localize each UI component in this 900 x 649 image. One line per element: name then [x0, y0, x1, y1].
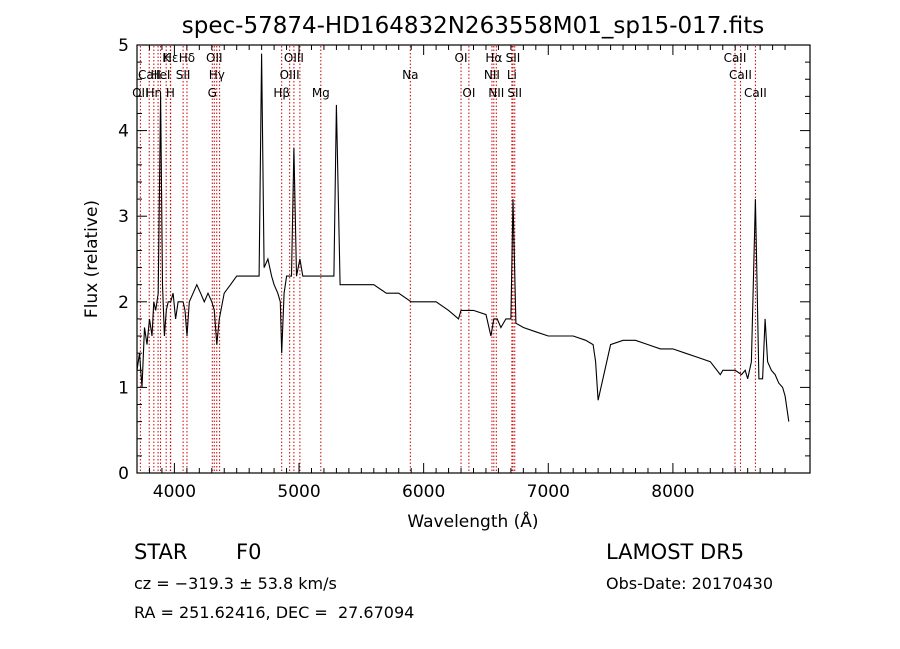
- chart-title: spec-57874-HD164832N263558M01_sp15-017.f…: [182, 13, 764, 39]
- annotation-row2-3: Hγ: [209, 68, 225, 82]
- annotation-row2-7: Li: [507, 68, 517, 82]
- y-tick-label: 2: [118, 293, 129, 313]
- x-tick-label: 7000: [527, 482, 570, 502]
- y-tick-label: 0: [118, 464, 129, 484]
- annotation-row1-7: SII: [506, 51, 521, 65]
- x-axis-ticks: 4000 5000 6000 7000 8000: [148, 45, 786, 502]
- annotation-row1-6: Hα: [485, 51, 502, 65]
- annotation-row3-0: OII: [132, 86, 149, 100]
- x-axis-label: Wavelength (Å): [407, 510, 538, 532]
- annotation-row3-2: H: [166, 86, 175, 100]
- annotation-row2-6: NII: [484, 68, 500, 82]
- y-axis-label: Flux (relative): [82, 200, 102, 318]
- observation-date: Obs-Date: 20170430: [606, 574, 774, 593]
- annotation-row2-4: OIII: [280, 68, 300, 82]
- annotation-row3-5: Mg: [312, 86, 330, 100]
- annotation-row3-7: NII: [488, 86, 504, 100]
- annotation-row2-2: SII: [176, 68, 191, 82]
- annotation-row1-8: CaII: [724, 51, 747, 65]
- x-tick-label: 5000: [277, 482, 320, 502]
- plot-frame: [136, 44, 811, 474]
- velocity-readout: cz = −319.3 ± 53.8 km/s: [134, 574, 337, 593]
- annotation-row1-2: Hδ: [179, 51, 195, 65]
- annotation-row3-9: CaII: [744, 86, 767, 100]
- annotation-row2-8: CaII: [729, 68, 752, 82]
- annotation-row3-6: OI: [462, 86, 475, 100]
- object-class: STAR: [134, 540, 188, 564]
- annotation-row1-5: OI: [455, 51, 468, 65]
- annotation-row3-1: Hη: [146, 86, 163, 100]
- annotation-row1-1: K: [162, 51, 171, 65]
- annotation-row1-4: OIII: [284, 51, 304, 65]
- annotation-row3-8: SII: [507, 86, 522, 100]
- y-axis-ticks: 0 1 2 3 4 5: [118, 36, 810, 484]
- survey-name: LAMOST DR5: [606, 540, 745, 564]
- annotation-row1-3: OII: [206, 51, 223, 65]
- annotation-row2-1: HeI: [150, 68, 170, 82]
- annotation-row2-5: Na: [402, 68, 418, 82]
- annotation-row3-4: Hβ: [273, 86, 290, 100]
- x-tick-label: 4000: [153, 482, 196, 502]
- y-tick-label: 4: [118, 122, 129, 142]
- x-tick-label: 8000: [651, 482, 694, 502]
- y-tick-label: 1: [118, 378, 129, 398]
- x-tick-label: 6000: [402, 482, 445, 502]
- spectrum-line: [136, 53, 790, 422]
- coordinates-readout: RA = 251.62416, DEC = 27.67094: [134, 603, 415, 622]
- emission-line-markers: [139, 46, 756, 472]
- annotation-row3-3: G: [208, 86, 217, 100]
- annotation-row2-0: CaII: [138, 68, 161, 82]
- y-tick-label: 3: [118, 207, 129, 227]
- object-subclass: F0: [236, 540, 262, 564]
- y-tick-label: 5: [118, 36, 129, 56]
